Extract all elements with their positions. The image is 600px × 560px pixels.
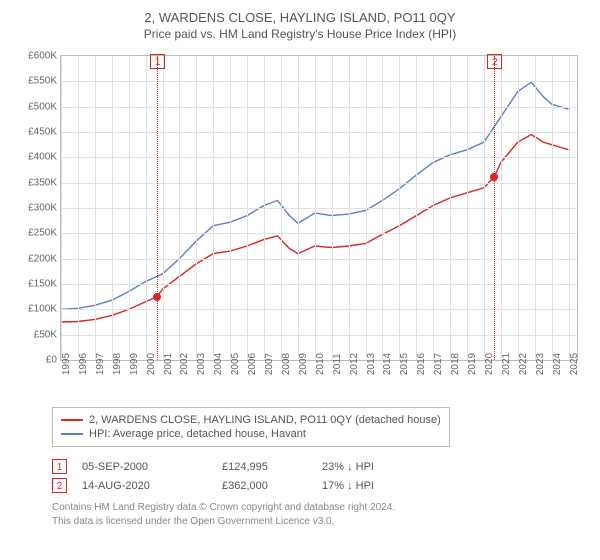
x-axis-label: 2000 <box>146 353 157 375</box>
y-axis-label: £300K <box>28 203 57 214</box>
y-axis-label: £150K <box>28 279 57 290</box>
event-row: 2 14-AUG-2020£362,00017% ↓ HPI <box>52 478 588 493</box>
x-axis-label: 2007 <box>264 353 275 375</box>
chart-title: 2, WARDENS CLOSE, HAYLING ISLAND, PO11 0… <box>12 10 588 25</box>
x-axis-label: 2003 <box>196 353 207 375</box>
legend-swatch <box>61 433 83 435</box>
x-axis-label: 1998 <box>112 353 123 375</box>
x-axis-label: 1995 <box>61 353 72 375</box>
flag-marker: 2 <box>487 54 502 69</box>
x-axis-label: 2015 <box>399 353 410 375</box>
y-axis-label: £350K <box>28 177 57 188</box>
footnote: Contains HM Land Registry data © Crown c… <box>52 501 588 529</box>
x-axis-label: 2002 <box>179 353 190 375</box>
y-axis-label: £400K <box>28 152 57 163</box>
x-axis-label: 2014 <box>382 353 393 375</box>
event-delta: 23% ↓ HPI <box>322 461 442 473</box>
x-axis-label: 1999 <box>129 353 140 375</box>
plot-area: £0£50K£100K£150K£200K£250K£300K£350K£400… <box>60 55 578 361</box>
x-axis-label: 2006 <box>247 353 258 375</box>
event-price: £362,000 <box>222 480 322 492</box>
x-axis-label: 2009 <box>298 353 309 375</box>
flag-marker: 1 <box>150 54 165 69</box>
x-axis-label: 2017 <box>433 353 444 375</box>
chart-subtitle: Price paid vs. HM Land Registry's House … <box>12 27 588 41</box>
x-axis-label: 2013 <box>366 353 377 375</box>
event-date: 14-AUG-2020 <box>82 480 222 492</box>
x-axis-label: 2012 <box>349 353 360 375</box>
y-axis-label: £0 <box>46 355 57 366</box>
y-axis-label: £100K <box>28 304 57 315</box>
legend-item: 2, WARDENS CLOSE, HAYLING ISLAND, PO11 0… <box>61 414 441 426</box>
y-axis-label: £600K <box>28 51 57 62</box>
legend: 2, WARDENS CLOSE, HAYLING ISLAND, PO11 0… <box>52 407 450 447</box>
legend-swatch <box>61 419 83 421</box>
event-row: 1 05-SEP-2000£124,99523% ↓ HPI <box>52 459 588 474</box>
x-axis-label: 2011 <box>332 353 343 375</box>
x-axis-label: 2001 <box>163 353 174 375</box>
x-axis-label: 2023 <box>535 353 546 375</box>
event-delta: 17% ↓ HPI <box>322 480 442 492</box>
y-axis-label: £500K <box>28 101 57 112</box>
x-axis-label: 2005 <box>230 353 241 375</box>
event-flag: 1 <box>52 459 67 474</box>
y-axis-label: £450K <box>28 127 57 138</box>
events-table: 1 05-SEP-2000£124,99523% ↓ HPI 2 14-AUG-202… <box>52 459 588 493</box>
footnote-line2: This data is licensed under the Open Gov… <box>52 516 334 527</box>
x-axis-label: 1996 <box>78 353 89 375</box>
footnote-line1: Contains HM Land Registry data © Crown c… <box>52 502 395 513</box>
y-axis-label: £200K <box>28 253 57 264</box>
y-axis-label: £550K <box>28 76 57 87</box>
x-axis-label: 2022 <box>518 353 529 375</box>
legend-label: 2, WARDENS CLOSE, HAYLING ISLAND, PO11 0… <box>89 414 441 426</box>
x-axis-label: 2016 <box>416 353 427 375</box>
x-axis-label: 1997 <box>95 353 106 375</box>
y-axis-label: £50K <box>34 329 57 340</box>
event-price: £124,995 <box>222 461 322 473</box>
chart: £0 £50K £100K £150K £200K £250K £300K £350K £400… <box>12 51 588 401</box>
event-flag: 2 <box>52 478 67 493</box>
x-axis-label: 2010 <box>315 353 326 375</box>
x-axis-label: 2020 <box>484 353 495 375</box>
x-axis-label: 2008 <box>281 353 292 375</box>
x-axis-label: 2018 <box>450 353 461 375</box>
y-axis-label: £250K <box>28 228 57 239</box>
price-marker <box>153 293 161 301</box>
x-axis-label: 2021 <box>501 353 512 375</box>
x-axis-label: 2024 <box>552 353 563 375</box>
x-axis-label: 2019 <box>467 353 478 375</box>
event-date: 05-SEP-2000 <box>82 461 222 473</box>
legend-item: HPI: Average price, detached house, Hava… <box>61 428 441 440</box>
legend-label: HPI: Average price, detached house, Hava… <box>89 428 306 440</box>
x-axis-label: 2025 <box>569 353 580 375</box>
x-axis-label: 2004 <box>213 353 224 375</box>
